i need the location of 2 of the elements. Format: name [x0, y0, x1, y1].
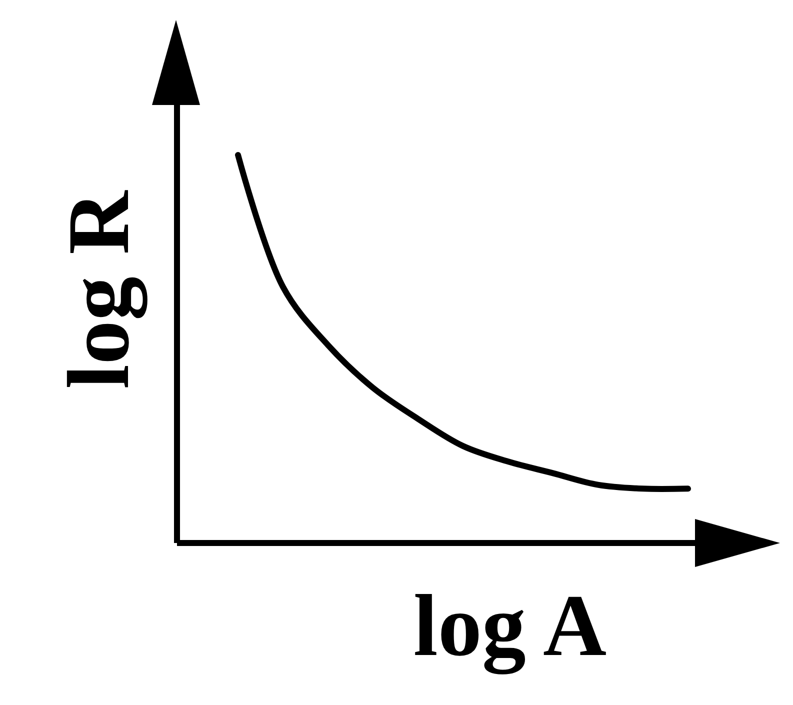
y-axis-title: log R — [51, 190, 148, 389]
x-axis-title: log A — [413, 578, 607, 675]
